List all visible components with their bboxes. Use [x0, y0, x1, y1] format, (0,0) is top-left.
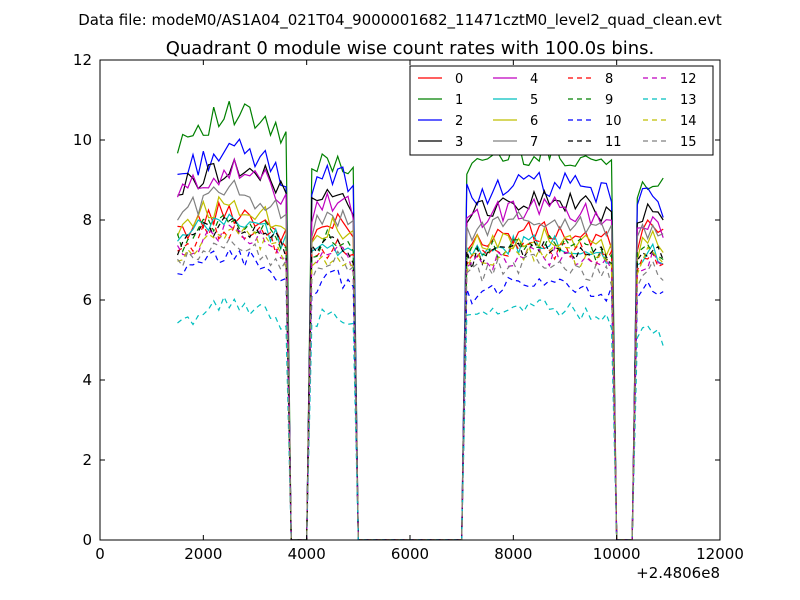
- legend-label-2: 2: [455, 114, 463, 129]
- series-line-0: [177, 200, 664, 540]
- series-line-15: [177, 237, 664, 540]
- series-line-8: [177, 219, 664, 540]
- legend-label-7: 7: [530, 135, 538, 150]
- legend-label-5: 5: [530, 93, 538, 108]
- legend-label-12: 12: [680, 72, 697, 87]
- legend-label-4: 4: [530, 72, 538, 87]
- legend-label-0: 0: [455, 72, 463, 87]
- x-tick-label: 4000: [288, 545, 326, 563]
- series-line-2: [177, 137, 664, 540]
- x-tick-label: 8000: [494, 545, 532, 563]
- x-tick-label: 10000: [593, 545, 641, 563]
- series-line-10: [177, 248, 664, 540]
- y-tick-label: 4: [82, 371, 92, 389]
- series-line-7: [176, 179, 664, 540]
- chart-title: Quadrant 0 module wise count rates with …: [166, 38, 655, 59]
- legend-label-14: 14: [680, 114, 697, 129]
- legend-label-8: 8: [605, 72, 613, 87]
- legend-label-10: 10: [605, 114, 622, 129]
- legend-label-3: 3: [455, 135, 463, 150]
- series-line-13: [177, 295, 664, 540]
- legend-frame: [409, 65, 714, 156]
- figure-suptitle: Data file: modeM0/AS1A04_021T04_90000016…: [78, 11, 722, 30]
- x-tick-label: 0: [95, 545, 105, 563]
- series-line-11: [176, 216, 664, 540]
- series-layer: [176, 101, 664, 540]
- series-line-1: [176, 101, 664, 540]
- legend-label-1: 1: [455, 93, 463, 108]
- x-offset-label: +2.4806e8: [636, 564, 720, 582]
- x-tick-label: 12000: [696, 545, 744, 563]
- legend-label-13: 13: [680, 93, 697, 108]
- y-tick-label: 0: [82, 531, 92, 549]
- y-tick-label: 6: [82, 291, 92, 309]
- y-tick-label: 2: [82, 451, 92, 469]
- x-tick-label: 2000: [184, 545, 222, 563]
- legend-label-15: 15: [680, 135, 697, 150]
- legend-label-6: 6: [530, 114, 538, 129]
- series-line-3: [177, 157, 664, 540]
- x-tick-label: 6000: [391, 545, 429, 563]
- legend-label-9: 9: [605, 93, 613, 108]
- series-line-14: [177, 226, 664, 540]
- y-tick-label: 8: [82, 211, 92, 229]
- series-line-5: [177, 213, 664, 540]
- legend-label-11: 11: [605, 135, 622, 150]
- y-tick-label: 12: [73, 51, 92, 69]
- y-tick-label: 10: [73, 131, 92, 149]
- series-line-9: [176, 213, 664, 540]
- series-line-12: [176, 224, 664, 540]
- series-line-6: [176, 195, 664, 540]
- series-line-4: [176, 157, 664, 540]
